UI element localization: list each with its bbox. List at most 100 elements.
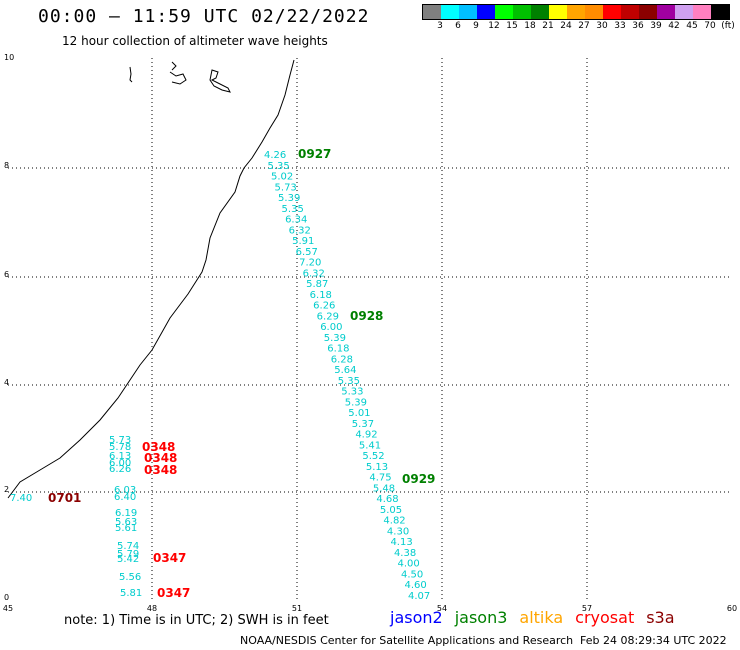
main-track-value: 6.28 [331,354,353,365]
color-swatch-10 [603,5,621,19]
x-tick-label: 54 [437,604,447,613]
main-track-value: 5.39 [278,193,300,204]
main-track-value: 5.91 [292,236,314,247]
color-scale-label: 70 [704,21,716,31]
color-swatch-1 [441,5,459,19]
main-track-value: 6.29 [317,311,339,322]
map-title: 00:00 – 11:59 UTC 02/22/2022 [38,6,370,27]
island-b [169,61,187,85]
main-track-value: 5.39 [345,397,367,408]
y-tick-label: 6 [4,270,9,279]
main-track-value: 6.57 [296,247,318,258]
main-track-value: 5.35 [268,161,290,172]
main-track-value: 5.37 [352,419,374,430]
color-swatch-5 [513,5,531,19]
color-scale-label: 27 [578,21,590,31]
left-track-value: 6.19 [115,508,137,519]
main-track-value: 5.01 [348,408,370,419]
x-tick-label: 48 [147,604,157,613]
main-track-value: 5.02 [271,172,293,183]
main-track-value: 7.20 [299,258,321,269]
color-scale-label: 15 [506,21,518,31]
island-c [209,69,231,93]
color-scale-label: 9 [473,21,479,31]
left-track-value: 6.26 [109,464,131,475]
color-swatch-0 [423,5,441,19]
main-track-value: 4.07 [408,591,430,602]
color-scale-unit: (ft) [721,21,735,31]
left-track-value: 5.81 [120,588,142,599]
main-track-value: 5.87 [306,279,328,290]
main-track-value: 5.73 [275,182,297,193]
color-swatch-14 [675,5,693,19]
left-track-values: 5.735.786.136.006.26 6.036.40 6.195.635.61… [109,435,142,599]
x-tick-label: 45 [3,604,13,613]
color-swatch-12 [639,5,657,19]
island-a [129,66,133,83]
color-swatch-2 [459,5,477,19]
legend-jason3: jason3 [454,608,508,627]
islands [129,61,231,93]
color-swatch-9 [585,5,603,19]
color-swatch-8 [567,5,585,19]
timestamp: Feb 24 08:29:34 UTC 2022 [580,634,727,647]
color-scale-label: 45 [686,21,698,31]
color-scale-label: 33 [614,21,626,31]
main-track-value: 4.82 [383,516,405,527]
main-track-value: 5.41 [359,440,381,451]
color-scale-label: 3 [437,21,443,31]
coastline [7,59,295,499]
main-track-value: 5.52 [362,451,384,462]
main-track-value: 6.34 [285,215,307,226]
main-track-values: 4.265.355.025.735.395.356.346.325.916.57… [264,150,430,602]
main-track-value: 5.39 [324,333,346,344]
left-track-value: 5.73 [109,435,131,446]
map-subtitle: 12 hour collection of altimeter wave hei… [62,34,328,48]
y-tick-label: 0 [4,593,9,602]
legend-s3a: s3a [646,608,675,627]
main-track-value: 4.26 [264,150,286,161]
track-time-0928: 0928 [350,309,383,323]
color-scale-label: 18 [524,21,536,31]
main-track-value: 4.68 [376,494,398,505]
color-swatch-11 [621,5,639,19]
left-track-value: 5.74 [117,541,139,552]
main-track-value: 4.38 [394,548,416,559]
color-scale-bar [422,4,730,20]
y-axis-labels: 10 8 6 4 2 0 [4,53,14,602]
track-time-0347-a: 0347 [153,551,186,565]
color-scale-label: 39 [650,21,662,31]
legend-cryosat: cryosat [575,608,635,627]
color-scale-label: 42 [668,21,680,31]
track-time-0347-b: 0347 [157,586,190,600]
left-track-value: 6.00 [109,458,131,469]
main-track-value: 5.64 [334,365,356,376]
color-scale-label: 12 [488,21,500,31]
color-scale-label: 21 [542,21,554,31]
track-time-0348-b: 0348 [144,451,177,465]
color-swatch-6 [531,5,549,19]
y-tick-label: 4 [4,378,9,387]
track-time-0348-c: 0348 [144,463,177,477]
main-track-value: 4.50 [401,569,423,580]
main-track-value: 5.13 [366,462,388,473]
left-track-value: 5.42 [117,554,139,565]
left-track-value: 6.40 [114,492,136,503]
track-time-0348-a: 0348 [142,440,175,454]
y-tick-label: 8 [4,161,9,170]
y-tick-label: 2 [4,485,9,494]
track-time-0927: 0927 [298,147,331,161]
track-time-0701: 0701 [48,491,81,505]
legend-altika: altika [519,608,564,627]
main-track-value: 4.60 [404,580,426,591]
color-swatch-4 [495,5,513,19]
left-track-value: 5.61 [115,523,137,534]
x-tick-label: 57 [582,604,592,613]
satellite-legend: jason2 jason3 altika cryosat s3a [390,608,675,627]
main-track-value: 6.26 [313,301,335,312]
main-track-value: 5.33 [341,387,363,398]
main-track-value: 6.18 [327,344,349,355]
left-track-value: 5.63 [115,517,137,528]
main-track-value: 5.35 [282,204,304,215]
